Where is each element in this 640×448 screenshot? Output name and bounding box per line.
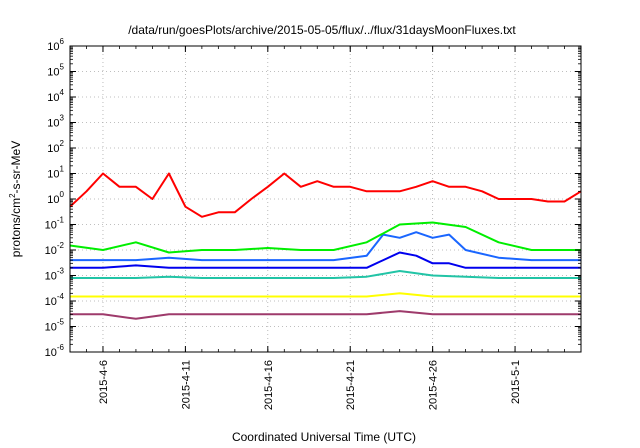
- y-tick-label: 101: [47, 165, 64, 181]
- y-tick-label: 10-6: [45, 343, 65, 359]
- y-tick-label: 103: [47, 114, 64, 130]
- series-line-6: [69, 221, 581, 254]
- x-tick-label: 2015-4-21: [345, 360, 357, 410]
- x-tick-labels: 2015-4-6 2015-4-11 2015-4-16 2015-4-21 2015-…: [98, 360, 522, 410]
- y-tick-label: 100: [47, 190, 64, 206]
- series-line-7: [69, 172, 582, 218]
- y-tick-label: 10-5: [45, 318, 65, 334]
- x-tick-label: 2015-5-1: [510, 360, 522, 404]
- series-layer: [69, 172, 582, 320]
- y-tick-label: 105: [47, 63, 64, 79]
- x-tick-label: 2015-4-11: [180, 360, 192, 409]
- y-tick-labels: 10-6 10-5 10-4 10-3 10-2 10-1 100 101 102 103 104 1…: [45, 37, 65, 359]
- y-tick-label: 10-2: [45, 241, 65, 257]
- series-line-5: [70, 231, 581, 262]
- series-line-3: [70, 270, 581, 279]
- y-tick-label: 10-4: [45, 292, 65, 308]
- series-line-2: [70, 292, 581, 298]
- series-line-4: [70, 251, 581, 269]
- y-tick-label: 10-3: [45, 267, 65, 283]
- axis-ticks: [69, 45, 582, 353]
- y-tick-label: 104: [47, 88, 64, 104]
- y-tick-label: 102: [47, 139, 64, 155]
- chart-title: /data/run/goesPlots/archive/2015-05-05/f…: [128, 23, 516, 37]
- x-axis-label: Coordinated Universal Time (UTC): [232, 430, 416, 444]
- x-tick-label: 2015-4-16: [263, 360, 275, 410]
- y-axis-label: protons/cm2-s-sr-MeV: [8, 141, 23, 257]
- x-tick-label: 2015-4-6: [98, 360, 110, 404]
- y-tick-label: 106: [47, 37, 64, 53]
- y-tick-label: 10-1: [45, 216, 65, 232]
- series-line-1: [70, 310, 581, 320]
- x-tick-label: 2015-4-26: [428, 360, 440, 410]
